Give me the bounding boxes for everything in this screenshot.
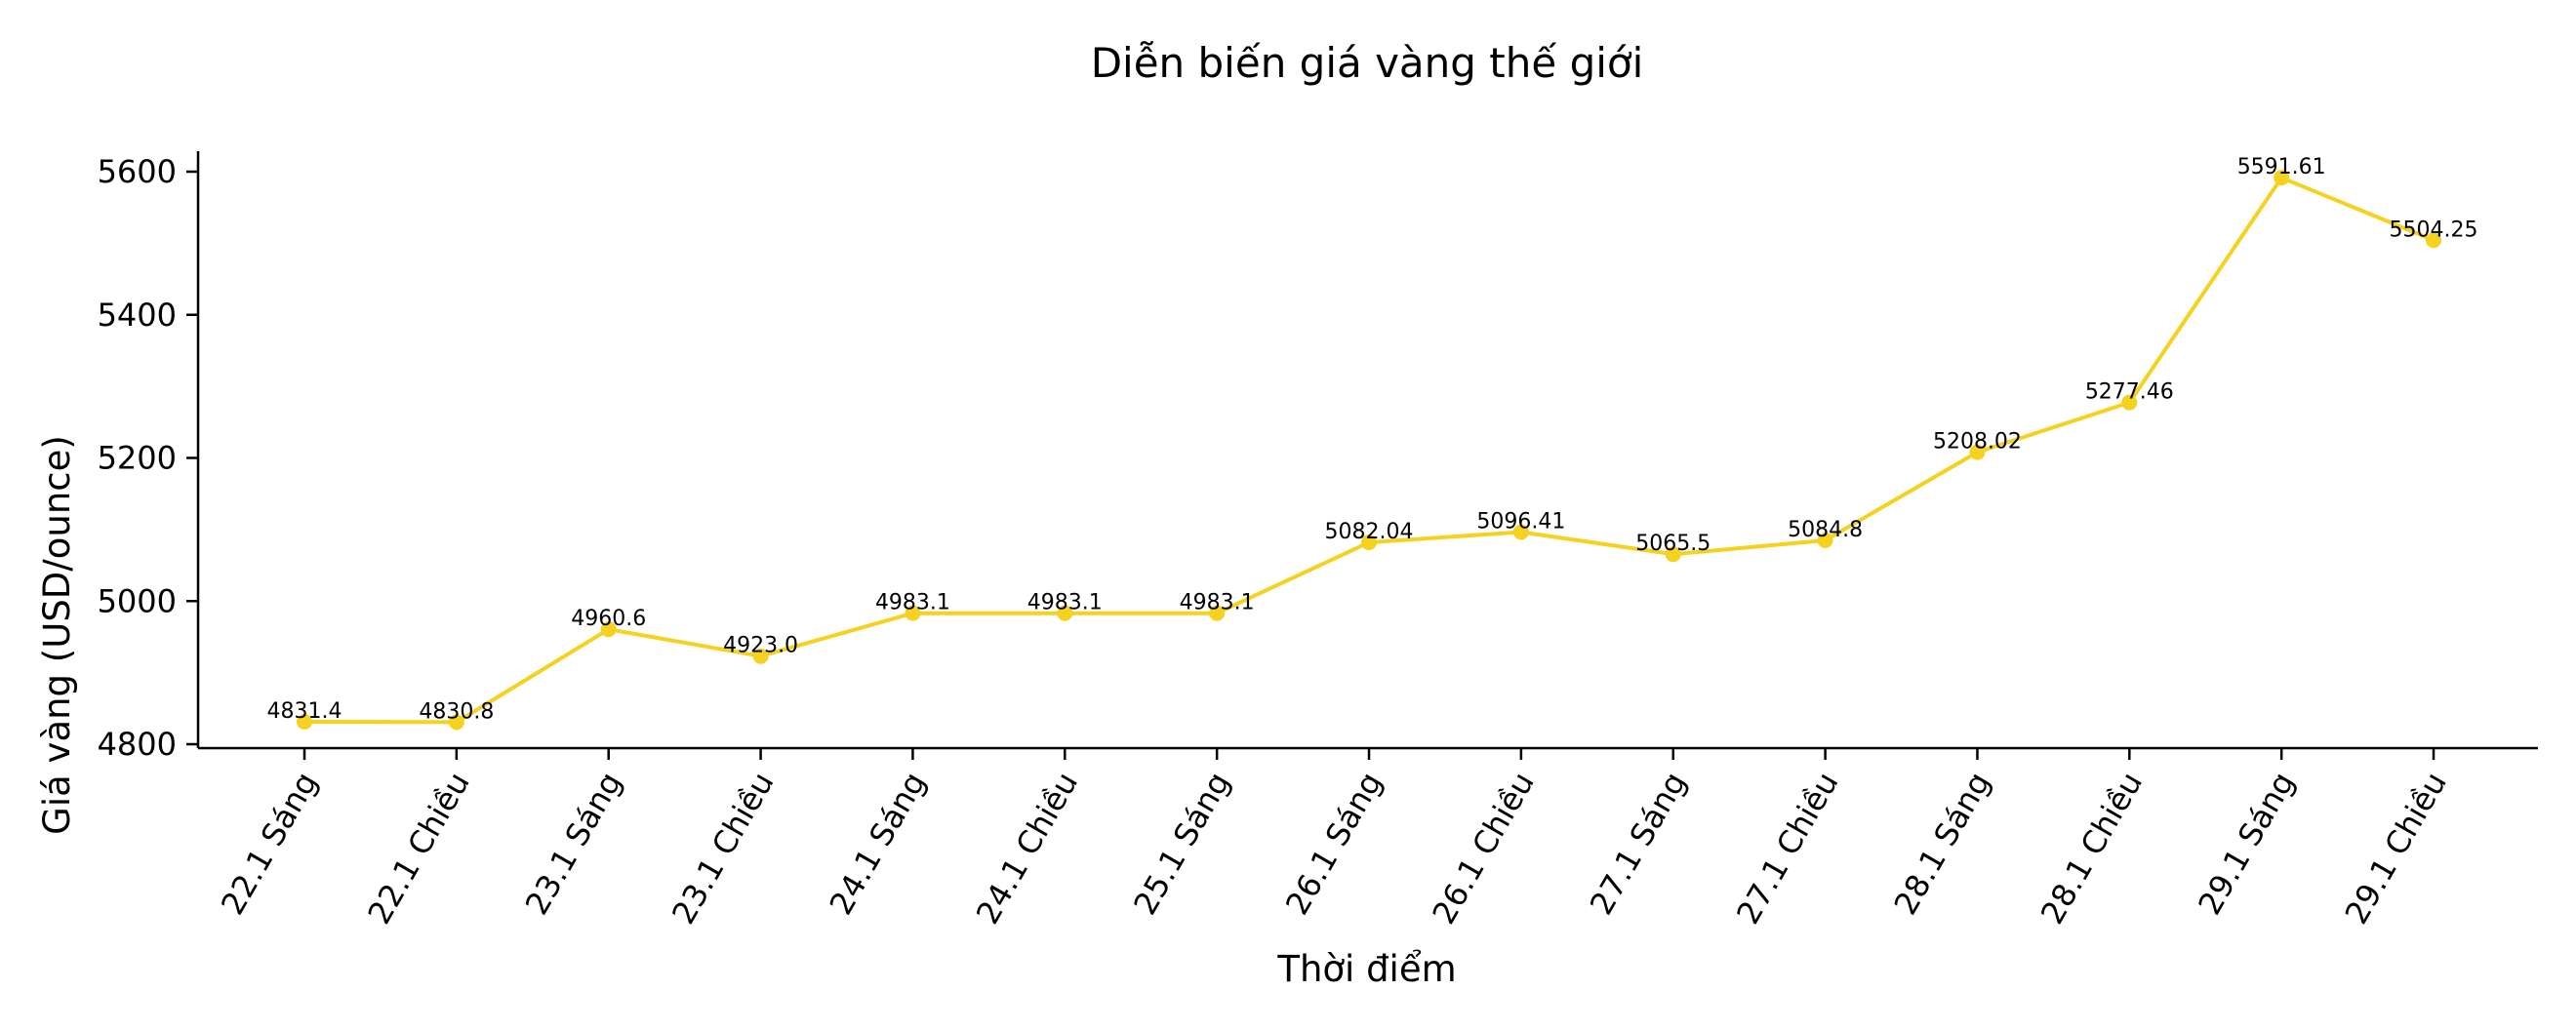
data-label: 4983.1 xyxy=(875,591,950,615)
data-label: 5096.41 xyxy=(1476,510,1565,535)
x-tick-label: 23.1 Chiều xyxy=(664,766,781,931)
x-tick-label: 24.1 Sáng xyxy=(822,766,933,921)
data-label: 5277.46 xyxy=(2085,380,2174,405)
y-tick-label: 5600 xyxy=(98,153,177,190)
data-point xyxy=(1057,605,1073,621)
data-label: 5084.8 xyxy=(1788,518,1863,542)
data-label: 4983.1 xyxy=(1027,591,1103,615)
data-point xyxy=(600,621,617,638)
data-label: 4983.1 xyxy=(1180,591,1255,615)
chart-title: Diễn biến giá vàng thế giới xyxy=(1091,39,1644,87)
x-tick-label: 27.1 Chiều xyxy=(1729,766,1845,931)
data-label: 4831.4 xyxy=(267,699,342,724)
x-tick-label: 26.1 Chiều xyxy=(1425,766,1541,931)
data-label: 5504.25 xyxy=(2390,218,2478,242)
x-axis-label: Thời điểm xyxy=(1276,948,1456,990)
x-tick-label: 22.1 Chiều xyxy=(360,766,476,931)
x-tick-label: 23.1 Sáng xyxy=(518,766,629,921)
data-label: 5591.61 xyxy=(2237,155,2326,179)
data-point xyxy=(2426,232,2442,249)
data-label: 5082.04 xyxy=(1325,520,1414,544)
data-point xyxy=(1969,444,1986,460)
data-point xyxy=(2274,170,2290,186)
y-axis-label-group: Giá vàng (USD/ounce) xyxy=(36,435,78,835)
data-point xyxy=(1209,605,1226,621)
x-tick-label: 28.1 Sáng xyxy=(1887,766,1998,921)
data-label: 4960.6 xyxy=(571,607,646,631)
x-tick-label: 22.1 Sáng xyxy=(214,766,325,921)
series-line xyxy=(303,176,2435,725)
data-points xyxy=(297,170,2442,731)
x-tick-label: 26.1 Sáng xyxy=(1278,766,1389,921)
data-point xyxy=(448,714,464,731)
x-tick-label: 29.1 Sáng xyxy=(2191,766,2302,921)
x-tick-label: 29.1 Chiều xyxy=(2338,766,2454,931)
x-tick-label: 25.1 Sáng xyxy=(1126,766,1237,921)
data-point xyxy=(2121,394,2138,411)
y-tick-label: 5000 xyxy=(98,582,177,619)
data-point xyxy=(1665,546,1681,563)
x-tick-label: 27.1 Sáng xyxy=(1583,766,1694,921)
data-point xyxy=(1361,535,1378,551)
data-label: 5208.02 xyxy=(1933,430,2022,455)
y-axis-label: Giá vàng (USD/ounce) xyxy=(36,435,78,835)
y-tick-label: 5200 xyxy=(98,440,177,477)
y-ticks: 4800 5000 5200 5400 5600 xyxy=(98,153,198,763)
data-label: 4923.0 xyxy=(723,634,798,658)
data-point xyxy=(752,648,769,664)
x-tick-label: 24.1 Chiều xyxy=(969,766,1085,931)
data-label: 4830.8 xyxy=(419,699,494,724)
x-tick-label: 28.1 Chiều xyxy=(2033,766,2150,931)
data-labels: 4831.4 4830.8 4960.6 4923.0 4983.1 4983.1 4983… xyxy=(267,155,2478,724)
data-point xyxy=(297,713,312,730)
y-tick-label: 4800 xyxy=(98,726,177,763)
data-point xyxy=(1512,524,1529,540)
data-point xyxy=(1817,533,1833,549)
data-label: 5065.5 xyxy=(1635,532,1711,556)
data-point xyxy=(905,605,921,621)
x-ticks: 22.1 Sáng 22.1 Chiều 23.1 Sáng 23.1 Chiều 24… xyxy=(214,748,2454,931)
y-tick-label: 5400 xyxy=(98,297,177,334)
